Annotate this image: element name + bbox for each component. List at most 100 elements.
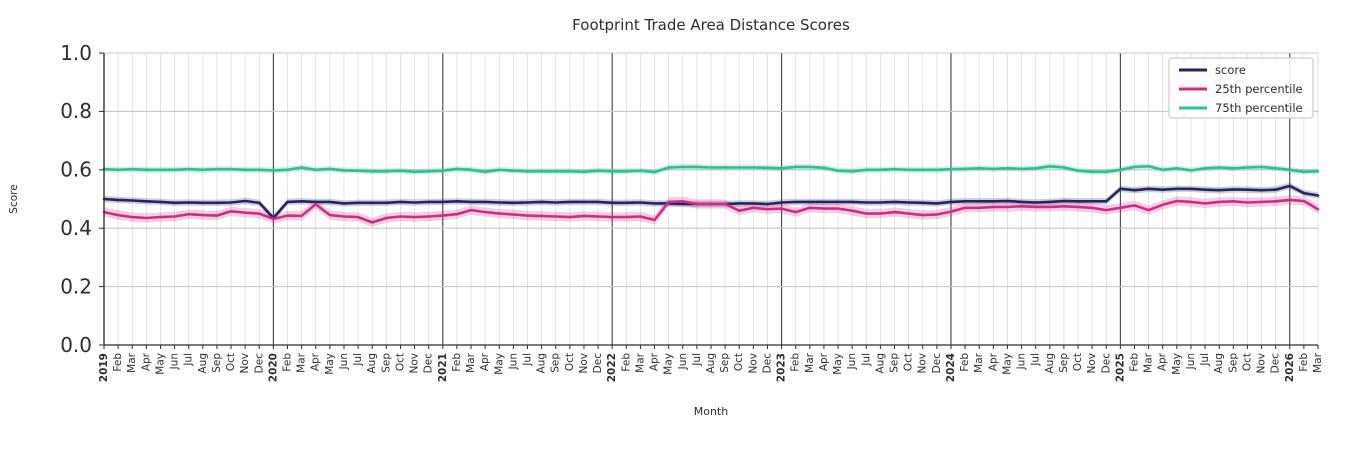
y-tick-label: 0.0 — [60, 333, 92, 357]
x-tick-label: Sep — [211, 353, 223, 373]
x-tick-label: Dec — [592, 353, 604, 374]
x-tick-label: Mar — [804, 352, 816, 372]
x-tick-label: Aug — [874, 353, 886, 374]
x-tick-label: Feb — [620, 353, 632, 372]
x-tick-label: Oct — [225, 353, 237, 371]
x-tick-label: Apr — [310, 352, 322, 371]
x-tick-label: Oct — [564, 353, 576, 371]
x-tick-labels: 2019 Feb Mar Apr May Jun Jul Aug Sep Oct Nov Dec 202… — [98, 352, 1324, 382]
x-tick-label: Oct — [733, 353, 745, 371]
gridlines — [103, 52, 1319, 345]
x-tick-label: Jul — [1199, 353, 1211, 367]
x-tick-label: May — [832, 353, 844, 375]
x-tick-label: Dec — [253, 353, 265, 374]
x-tick-label-year: 2022 — [606, 353, 618, 382]
x-tick-label: Dec — [1270, 353, 1282, 374]
x-tick-label: May — [1001, 353, 1013, 375]
x-tick-label-year: 2025 — [1114, 353, 1126, 382]
x-tick-label: Jun — [338, 353, 350, 370]
x-tick-label: May — [1171, 353, 1183, 375]
axes — [99, 52, 1319, 349]
x-tick-label: Apr — [479, 352, 491, 371]
x-tick-label: Jul — [860, 353, 872, 367]
x-tick-label: Nov — [409, 353, 421, 374]
x-tick-label: Jun — [169, 353, 181, 370]
y-axis-label: Score — [8, 184, 20, 213]
x-tick-label: Oct — [394, 353, 406, 371]
x-tick-label: Jun — [507, 353, 519, 370]
x-tick-label: Jul — [1030, 353, 1042, 367]
x-tick-label: Mar — [296, 352, 308, 372]
x-tick-label: Sep — [380, 353, 392, 373]
x-tick-label: Apr — [140, 352, 152, 371]
x-tick-label: Mar — [1312, 352, 1324, 372]
x-tick-label: Aug — [1213, 353, 1225, 374]
x-tick-label: Sep — [1227, 353, 1239, 373]
x-tick-label: Sep — [889, 353, 901, 373]
x-tick-label: Aug — [536, 353, 548, 374]
x-tick-label: Aug — [366, 353, 378, 374]
x-tick-label: Aug — [197, 353, 209, 374]
x-tick-label: Dec — [931, 353, 943, 374]
x-tick-label: Jun — [1185, 353, 1197, 370]
x-tick-label: Jun — [846, 353, 858, 370]
x-tick-label-year: 2019 — [98, 353, 110, 382]
x-tick-label: Jul — [691, 353, 703, 367]
x-tick-label: Feb — [1128, 353, 1140, 372]
x-tick-label: Feb — [451, 353, 463, 372]
y-tick-label: 0.4 — [60, 216, 92, 240]
x-tick-label: Nov — [917, 353, 929, 374]
x-tick-label: Nov — [1256, 353, 1268, 374]
x-tick-label: Jun — [677, 353, 689, 370]
x-tick-label: May — [663, 353, 675, 375]
y-tick-label: 1.0 — [60, 41, 92, 65]
x-tick-label: Nov — [747, 353, 759, 374]
x-tick-label: Jul — [183, 353, 195, 367]
x-tick-label: May — [324, 353, 336, 375]
x-tick-label: Apr — [1157, 352, 1169, 371]
y-tick-label: 0.6 — [60, 158, 92, 182]
series-line-75th-percentile — [102, 165, 1320, 174]
band-score — [104, 182, 1318, 222]
x-tick-label: Mar — [1143, 352, 1155, 372]
series-lines — [102, 165, 1320, 224]
x-tick-label: Feb — [790, 353, 802, 372]
legend-label: 75th percentile — [1215, 101, 1303, 115]
x-axis-label: Month — [694, 405, 729, 418]
x-tick-label: Feb — [959, 353, 971, 372]
legend: score 25th percentile 75th percentile — [1168, 57, 1314, 119]
x-tick-label: Mar — [465, 352, 477, 372]
x-tick-label: Dec — [761, 353, 773, 374]
x-tick-label: Aug — [705, 353, 717, 374]
x-tick-label: Oct — [1241, 353, 1253, 371]
x-tick-label: Dec — [1100, 353, 1112, 374]
x-tick-label-year: 2023 — [776, 353, 788, 382]
x-tick-label: Feb — [1298, 353, 1310, 372]
x-tick-label: Aug — [1044, 353, 1056, 374]
y-tick-label: 0.8 — [60, 99, 92, 123]
x-tick-label: Nov — [578, 353, 590, 374]
x-tick-label-year: 2024 — [945, 353, 957, 382]
x-tick-label: Jul — [352, 353, 364, 367]
x-tick-label: Oct — [1072, 353, 1084, 371]
band-25th-percentile — [104, 195, 1318, 227]
legend-box — [1168, 57, 1314, 119]
x-tick-label: Oct — [903, 353, 915, 371]
x-tick-label: Apr — [818, 352, 830, 371]
x-tick-label: May — [154, 353, 166, 375]
x-tick-label: Jul — [521, 353, 533, 367]
x-tick-label: Jun — [1016, 353, 1028, 370]
x-tick-label: Feb — [282, 353, 294, 372]
x-tick-label: Apr — [649, 352, 661, 371]
y-tick-labels: 0.0 0.2 0.4 0.6 0.8 1.0 — [60, 41, 92, 357]
y-tick-label: 0.2 — [60, 274, 92, 298]
x-tick-label: Sep — [550, 353, 562, 373]
x-tick-label: Mar — [973, 352, 985, 372]
x-tick-label: Nov — [1086, 353, 1098, 374]
legend-label: 25th percentile — [1215, 82, 1303, 96]
x-tick-label: Dec — [423, 353, 435, 374]
x-tick-label: Sep — [719, 353, 731, 373]
x-tick-label-year: 2021 — [437, 353, 449, 382]
